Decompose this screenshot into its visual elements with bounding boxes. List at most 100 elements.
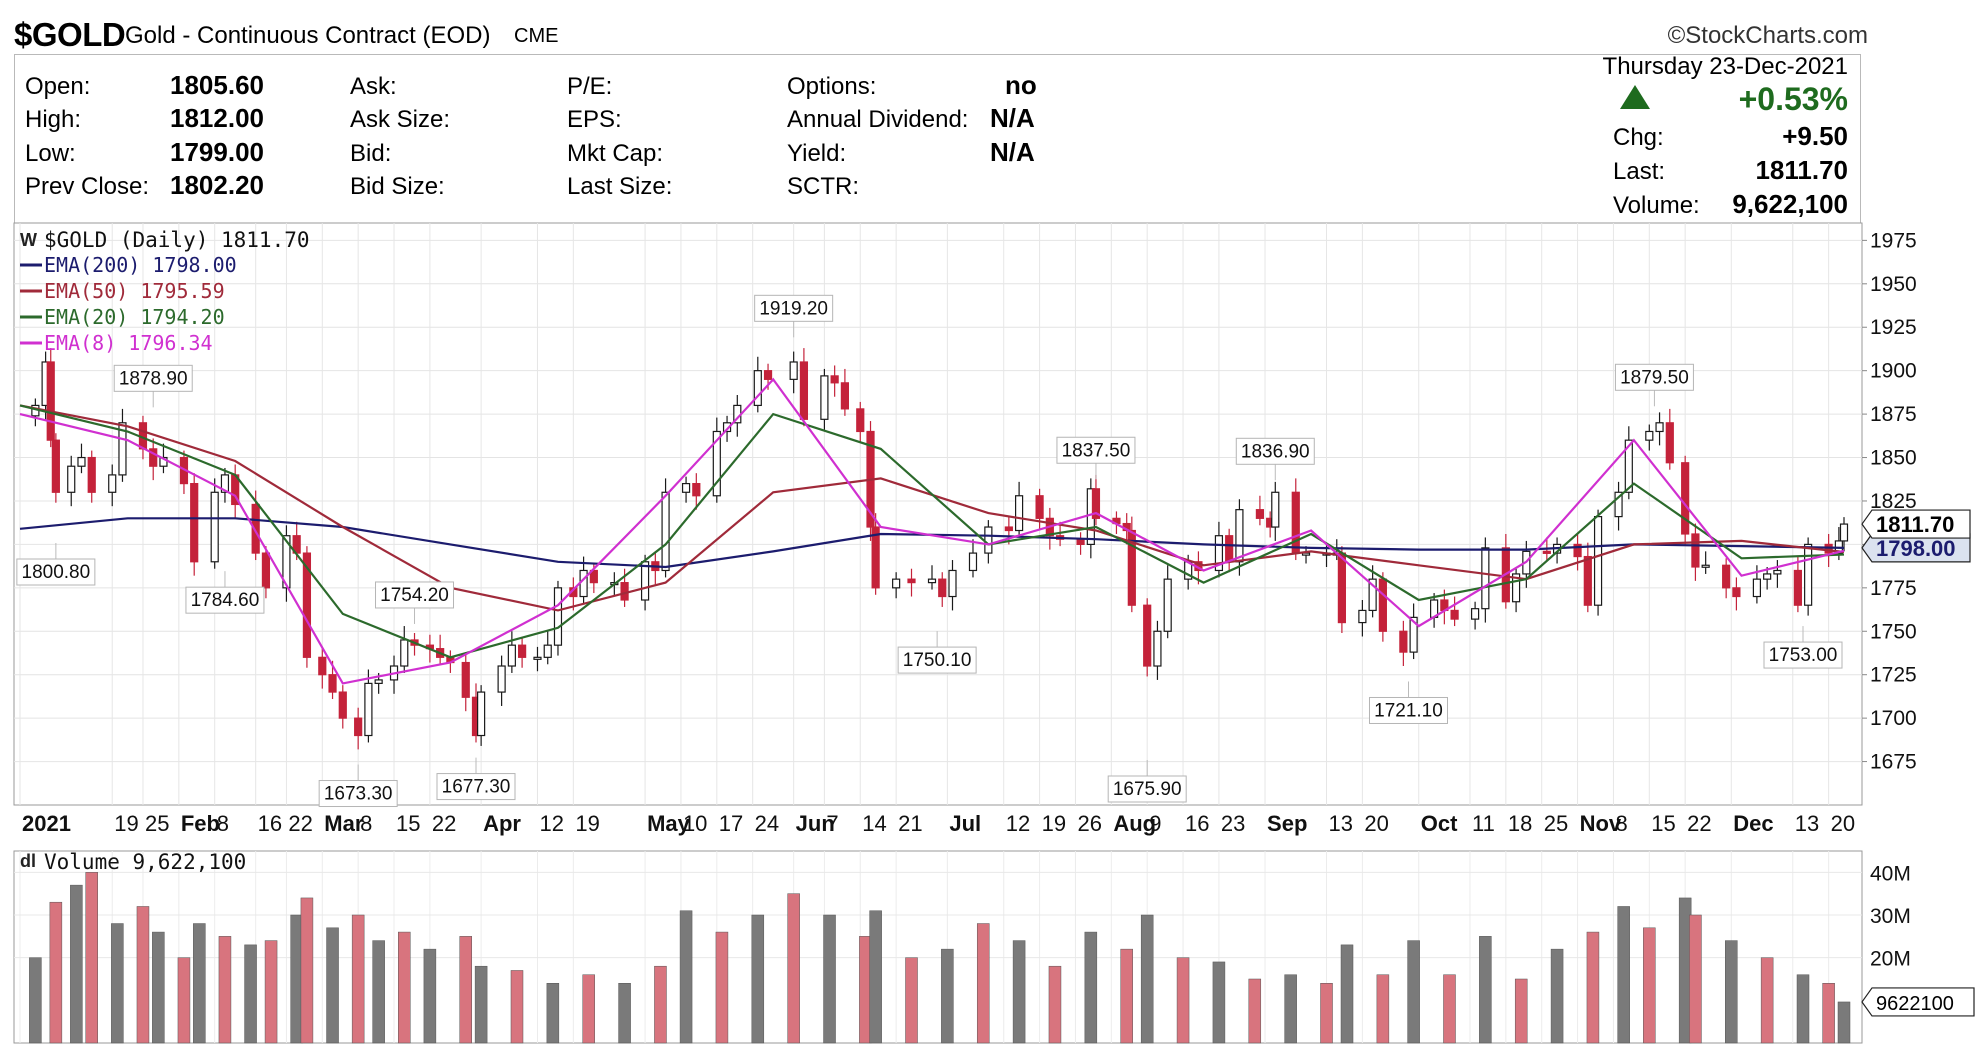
candle (661, 491, 670, 572)
candle (968, 552, 978, 572)
volume-axis-label: 20M (1870, 948, 1911, 971)
exchange-label: CME (514, 25, 559, 47)
candle (1378, 578, 1387, 632)
volume-bar (351, 914, 365, 1044)
annotation-box (897, 646, 977, 674)
quote-date: Thursday 23-Dec-2021 (1602, 53, 1848, 80)
instrument-name: Gold - Continuous Contract (EOD) (125, 22, 491, 49)
candle (67, 465, 76, 493)
candle (477, 691, 486, 737)
annotation-label: 1721.10 (1374, 700, 1443, 721)
candle (261, 552, 271, 589)
annual-dividend-value: N/A (990, 103, 1035, 133)
x-axis-label: 23 (1221, 811, 1245, 836)
candle (1255, 509, 1265, 519)
annotation-box (1368, 696, 1448, 724)
candle (1645, 430, 1654, 441)
volume-bar (1550, 948, 1564, 1044)
candle (1511, 573, 1521, 603)
x-axis-label: 17 (719, 811, 743, 836)
candle (907, 578, 916, 584)
volume-bar (218, 936, 232, 1044)
yield-value: N/A (990, 137, 1035, 167)
candle (799, 361, 809, 420)
annotation-box (1614, 363, 1694, 391)
volume-bar (1725, 940, 1738, 1044)
candle (1153, 630, 1162, 667)
volume-bar (1479, 936, 1492, 1044)
candle (1015, 495, 1024, 532)
volume-bar (1084, 931, 1098, 1044)
volume-bar (905, 957, 918, 1044)
x-axis-label: 11 (1472, 811, 1495, 836)
ema-line (19, 377, 1845, 685)
mkt-cap-label: Mkt Cap: (567, 140, 664, 167)
candle (753, 370, 762, 407)
x-axis-label: May (647, 811, 691, 836)
volume-bar (70, 884, 83, 1044)
candle (579, 569, 588, 598)
volume-bar (546, 983, 560, 1044)
annotation-box (318, 780, 398, 808)
candle (1235, 509, 1244, 563)
volume-label: Volume: (1613, 192, 1700, 219)
volume-bar (976, 923, 990, 1044)
candle (789, 361, 798, 380)
annotation-box (1107, 775, 1187, 803)
x-axis-label: 2021 (22, 811, 71, 836)
candle (820, 375, 829, 420)
legend-label: EMA(200) 1798.00 (44, 253, 237, 277)
candle (318, 656, 327, 676)
annotation-box (436, 773, 516, 801)
price-axis-label: 1675 (1870, 751, 1917, 774)
volume-bar (1012, 940, 1026, 1044)
volume-bar (300, 897, 314, 1044)
candle (1804, 543, 1813, 606)
legend-label: EMA(20) 1794.20 (44, 305, 225, 329)
candle (1681, 462, 1690, 535)
candle (692, 482, 701, 497)
volume-bar (823, 914, 836, 1044)
volume-bar (1586, 931, 1600, 1044)
candle (1035, 495, 1044, 519)
candle (51, 439, 60, 493)
volume-bar (85, 872, 98, 1044)
candle (400, 639, 409, 667)
volume-bar (618, 983, 631, 1044)
candle (1542, 550, 1551, 554)
x-axis-label: 8 (360, 811, 372, 836)
candle (149, 448, 158, 467)
annotation-box (754, 294, 834, 322)
brand-logo[interactable]: ©StockCharts.com (1667, 22, 1868, 49)
volume-bar (49, 901, 63, 1044)
x-axis-label: 22 (1687, 811, 1711, 836)
volume-bar (244, 944, 257, 1044)
price-axis-label: 1850 (1870, 447, 1917, 470)
candle (282, 535, 291, 589)
price-axis-label: 1700 (1870, 707, 1917, 730)
candle (507, 644, 516, 667)
volume-bar (1796, 974, 1810, 1044)
volume-bar (1643, 927, 1656, 1044)
ema-line (19, 404, 1845, 659)
volume-bar (654, 965, 667, 1044)
ask-size-label: Ask Size: (350, 106, 451, 133)
x-axis-label: 16 (258, 811, 282, 836)
candle (589, 569, 598, 584)
volume-axis-label: 40M (1870, 862, 1911, 885)
last-size-label: Last Size: (567, 173, 673, 200)
candle (763, 370, 773, 380)
symbol-title: $GOLD (14, 16, 126, 53)
x-axis-label: 13 (1795, 811, 1819, 836)
chg-value: +9.50 (1782, 121, 1848, 151)
x-axis-label: Mar (324, 811, 364, 836)
candle (712, 430, 721, 497)
candle (1399, 630, 1408, 653)
quote-panel: Open: 1805.60 High: 1812.00 Low: 1799.00… (14, 53, 1861, 224)
candle (1271, 491, 1280, 528)
volume-bar (193, 923, 206, 1044)
up-arrow-icon (1620, 85, 1650, 109)
volume-bar (459, 936, 473, 1044)
candle (1225, 535, 1234, 563)
